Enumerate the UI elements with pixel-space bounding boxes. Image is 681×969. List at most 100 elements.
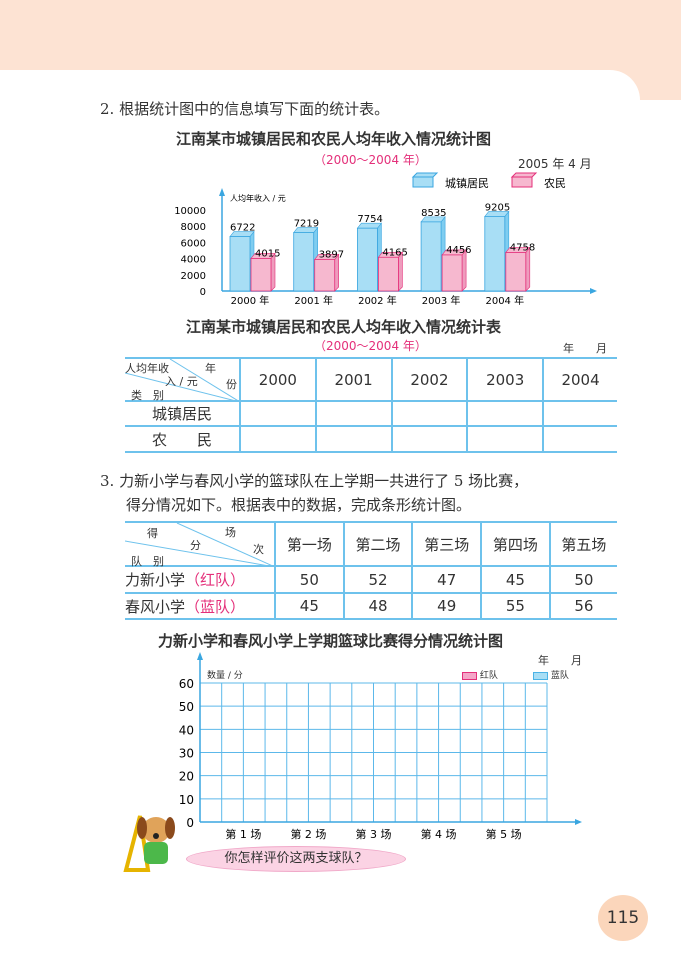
bar: [377, 256, 399, 292]
score-cell: 55: [480, 592, 550, 620]
blank-cell[interactable]: [542, 425, 617, 453]
score-table: 得 场 分 次 队 别 第一场 第二场 第三场 第四场 第五场 力新小学（红队）…: [125, 521, 617, 620]
data-label: 6722: [230, 223, 255, 234]
chart1-title: 江南某市城镇居民和农民人均年收入情况统计图: [176, 130, 492, 148]
legend-label: 农民: [544, 176, 566, 190]
row-label: 城镇居民: [125, 400, 240, 427]
score-cell: 45: [274, 592, 344, 620]
table-row: 春风小学（蓝队） 45 48 49 55 56: [125, 592, 617, 620]
legend-swatch: [412, 176, 434, 188]
diagonal-header-cell: 人均年收 年 入 / 元 份 类 别: [125, 357, 240, 402]
data-label: 8535: [421, 208, 446, 219]
chart1-date: 2005 年 4 月: [518, 157, 592, 171]
year-header: 2004: [542, 357, 617, 402]
header-band: [0, 0, 681, 70]
table-row: 农 民: [125, 425, 617, 453]
bar: [441, 254, 463, 292]
table1-date: 年 月: [563, 342, 607, 355]
data-label: 4456: [446, 245, 471, 256]
legend-label: 红队: [479, 671, 498, 681]
diagonal-header-cell: 得 场 分 次 队 别: [125, 521, 275, 568]
y-tick-label: 8000: [181, 222, 206, 233]
corner-label: 类 别: [131, 389, 164, 402]
question-2: 2. 根据统计图中的信息填写下面的统计表。: [100, 98, 389, 119]
legend-swatch-top: [510, 172, 538, 178]
corner-label: 队 别: [131, 555, 164, 568]
corner-label: 分: [190, 539, 201, 552]
year-header: 2003: [466, 357, 544, 402]
corner-label: 得: [147, 527, 158, 540]
data-label: 9205: [485, 202, 510, 213]
y-tick-label: 4000: [181, 255, 206, 266]
x-tick-label: 2004 年: [485, 294, 524, 307]
bar: [250, 258, 272, 292]
data-label: 3897: [319, 249, 344, 260]
q2-text: 根据统计图中的信息填写下面的统计表。: [119, 100, 390, 118]
score-cell: 49: [411, 592, 482, 620]
year-header: 2000: [239, 357, 316, 402]
y-tick-label: 2000: [181, 271, 206, 282]
y-tick-label: 0: [200, 287, 206, 298]
bar: [293, 232, 315, 292]
legend-swatch-top: [411, 172, 439, 178]
blank-cell[interactable]: [466, 400, 544, 427]
legend-swatch: [511, 176, 533, 188]
x-tick-label: 2001 年: [294, 294, 333, 307]
q3-line1: 力新小学与春风小学的篮球队在上学期一共进行了 5 场比赛，: [119, 472, 529, 490]
blank-cell[interactable]: [542, 400, 617, 427]
score-cell: 45: [480, 565, 550, 594]
game-header: 第三场: [411, 521, 482, 567]
table-row: 力新小学（红队） 50 52 47 45 50: [125, 565, 617, 594]
x-tick-label: 第 3 场: [356, 827, 392, 841]
blank-cell[interactable]: [390, 425, 468, 453]
bar: [484, 216, 506, 292]
x-tick-label: 第 2 场: [290, 827, 326, 841]
bar: [505, 252, 527, 292]
page-number: 115: [598, 895, 648, 941]
corner-label: 场: [225, 526, 236, 539]
blank-cell[interactable]: [239, 425, 316, 453]
y-tick-label: 10000: [174, 206, 206, 217]
y-tick-label: 50: [179, 700, 194, 714]
y-axis-arrow: [219, 188, 225, 196]
y-tick-label: 6000: [181, 238, 206, 249]
chart2-ylabel: 数量 / 分: [207, 671, 243, 681]
question-3: 3. 力新小学与春风小学的篮球队在上学期一共进行了 5 场比赛，: [100, 470, 528, 491]
table1-subtitle: （2000～2004 年）: [314, 339, 427, 353]
table-header-row: 人均年收 年 入 / 元 份 类 别 2000 2001 2002 2003 2…: [125, 357, 617, 402]
income-table: 人均年收 年 入 / 元 份 类 别 2000 2001 2002 2003 2…: [125, 357, 617, 453]
speech-bubble: 你怎样评价这两支球队？: [186, 846, 406, 872]
corner-label: 次: [253, 543, 264, 556]
x-tick-label: 2000 年: [231, 294, 270, 307]
x-tick-label: 2002 年: [358, 294, 397, 307]
score-cell: 56: [548, 592, 617, 620]
y-tick-label: 60: [179, 677, 194, 691]
team-color: （红队）: [185, 571, 246, 589]
legend-label: 城镇居民: [445, 176, 489, 190]
blank-cell[interactable]: [239, 400, 316, 427]
data-label: 7754: [357, 214, 382, 225]
table-row: 城镇居民: [125, 400, 617, 427]
blank-cell[interactable]: [390, 400, 468, 427]
income-bar-chart: 人均年收入 / 元 0 2000 4000 6000 8000 10000 城镇居民 农民 200…: [174, 172, 597, 307]
table-header-row: 得 场 分 次 队 别 第一场 第二场 第三场 第四场 第五场: [125, 521, 617, 568]
chart1-subtitle: （2000～2004 年）: [314, 153, 427, 167]
page-corner: [0, 70, 640, 100]
game-header: 第一场: [274, 521, 344, 567]
score-cell: 52: [342, 565, 413, 594]
blank-cell[interactable]: [314, 425, 392, 453]
y-tick-label: 0: [186, 816, 194, 830]
blank-cell[interactable]: [314, 400, 392, 427]
legend-label: 蓝队: [550, 671, 569, 681]
dog-mascot-image: [123, 815, 175, 872]
y-axis-arrow: [197, 652, 203, 660]
chart2-title: 力新小学和春风小学上学期篮球比赛得分情况统计图: [158, 632, 504, 650]
game-header: 第四场: [480, 521, 550, 567]
score-grid-chart[interactable]: 0 10 20 30 40 50 60 第 1 场 第 2 场 第 3 场 第 4 场 第 5 场: [0, 640, 681, 850]
blank-cell[interactable]: [466, 425, 544, 453]
year-header: 2001: [314, 357, 392, 402]
y-tick-label: 40: [179, 723, 194, 737]
x-tick-label: 第 5 场: [486, 827, 522, 841]
legend-blue: 蓝队: [533, 668, 569, 681]
data-label: 7219: [294, 219, 319, 230]
